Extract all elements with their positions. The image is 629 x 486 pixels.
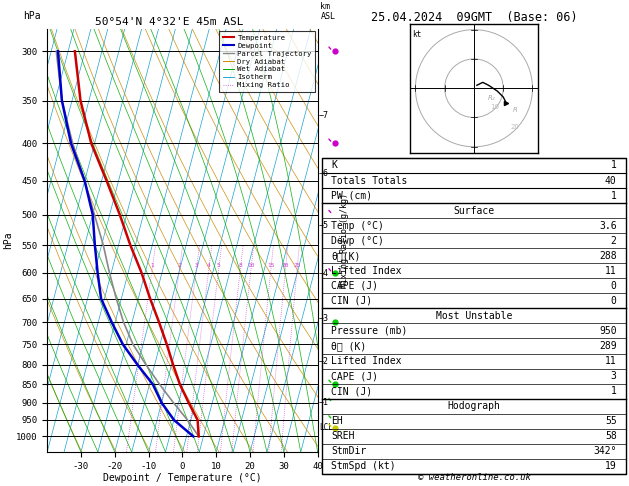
Text: 58: 58	[605, 431, 616, 441]
Text: 10: 10	[247, 262, 255, 268]
Text: −7: −7	[319, 111, 329, 120]
Text: 3.6: 3.6	[599, 221, 616, 231]
Text: K: K	[331, 160, 337, 171]
Bar	[322, 158, 626, 474]
Text: Mixing Ratio (g/kg): Mixing Ratio (g/kg)	[340, 193, 349, 288]
Text: 11: 11	[605, 266, 616, 276]
Text: −5: −5	[319, 221, 329, 230]
Text: 25.04.2024  09GMT  (Base: 06): 25.04.2024 09GMT (Base: 06)	[370, 11, 577, 24]
Text: 20: 20	[282, 262, 289, 268]
Y-axis label: hPa: hPa	[3, 232, 13, 249]
Text: −6: −6	[319, 169, 329, 177]
Text: Lifted Index: Lifted Index	[331, 266, 402, 276]
Legend: Temperature, Dewpoint, Parcel Trajectory, Dry Adiabat, Wet Adiabat, Isotherm, Mi: Temperature, Dewpoint, Parcel Trajectory…	[220, 31, 316, 92]
Text: CIN (J): CIN (J)	[331, 296, 372, 306]
Text: CAPE (J): CAPE (J)	[331, 281, 378, 291]
Text: PW (cm): PW (cm)	[331, 191, 372, 201]
Text: θᴇ (K): θᴇ (K)	[331, 341, 367, 351]
Text: kt: kt	[413, 30, 421, 39]
Text: 342°: 342°	[593, 446, 616, 456]
Text: 8: 8	[238, 262, 242, 268]
Text: Lifted Index: Lifted Index	[331, 356, 402, 366]
Text: R: R	[513, 106, 518, 113]
Text: θᴇ(K): θᴇ(K)	[331, 251, 360, 260]
Text: Temp (°C): Temp (°C)	[331, 221, 384, 231]
Text: 5: 5	[217, 262, 221, 268]
Text: 15: 15	[267, 262, 275, 268]
Text: 0: 0	[611, 296, 616, 306]
Text: 10: 10	[490, 104, 499, 110]
Text: 3: 3	[194, 262, 198, 268]
Text: 40: 40	[605, 175, 616, 186]
Text: 2: 2	[611, 236, 616, 246]
Text: © weatheronline.co.uk: © weatheronline.co.uk	[418, 473, 530, 482]
Text: CAPE (J): CAPE (J)	[331, 371, 378, 381]
Text: StmSpd (kt): StmSpd (kt)	[331, 461, 396, 471]
Text: R₂: R₂	[487, 95, 495, 101]
Text: Totals Totals: Totals Totals	[331, 175, 408, 186]
Text: 25: 25	[293, 262, 301, 268]
Text: −4: −4	[319, 269, 329, 278]
Text: 288: 288	[599, 251, 616, 260]
Text: 20: 20	[511, 124, 520, 130]
Text: CIN (J): CIN (J)	[331, 386, 372, 396]
Text: Most Unstable: Most Unstable	[436, 311, 512, 321]
Text: 55: 55	[605, 416, 616, 426]
Text: LCL: LCL	[319, 423, 333, 432]
Text: 19: 19	[605, 461, 616, 471]
Text: StmDir: StmDir	[331, 446, 367, 456]
Text: Pressure (mb): Pressure (mb)	[331, 326, 408, 336]
Text: km
ASL: km ASL	[320, 2, 335, 21]
Text: 289: 289	[599, 341, 616, 351]
Text: 1: 1	[611, 191, 616, 201]
Text: 2: 2	[177, 262, 181, 268]
Text: −2: −2	[319, 357, 329, 366]
Text: Surface: Surface	[454, 206, 494, 216]
Text: EH: EH	[331, 416, 343, 426]
Text: 1: 1	[611, 386, 616, 396]
Text: −1: −1	[319, 398, 329, 407]
Title: 50°54'N 4°32'E 45m ASL: 50°54'N 4°32'E 45m ASL	[94, 17, 243, 27]
Text: 1: 1	[611, 160, 616, 171]
Text: SREH: SREH	[331, 431, 355, 441]
Text: 11: 11	[605, 356, 616, 366]
Text: 3: 3	[611, 371, 616, 381]
Text: Dewp (°C): Dewp (°C)	[331, 236, 384, 246]
Text: 0: 0	[611, 281, 616, 291]
Text: −3: −3	[319, 314, 329, 323]
Text: 950: 950	[599, 326, 616, 336]
Text: 1: 1	[150, 262, 154, 268]
X-axis label: Dewpoint / Temperature (°C): Dewpoint / Temperature (°C)	[103, 473, 262, 484]
Text: hPa: hPa	[23, 11, 40, 21]
Text: 4: 4	[207, 262, 211, 268]
Text: Hodograph: Hodograph	[447, 401, 501, 411]
